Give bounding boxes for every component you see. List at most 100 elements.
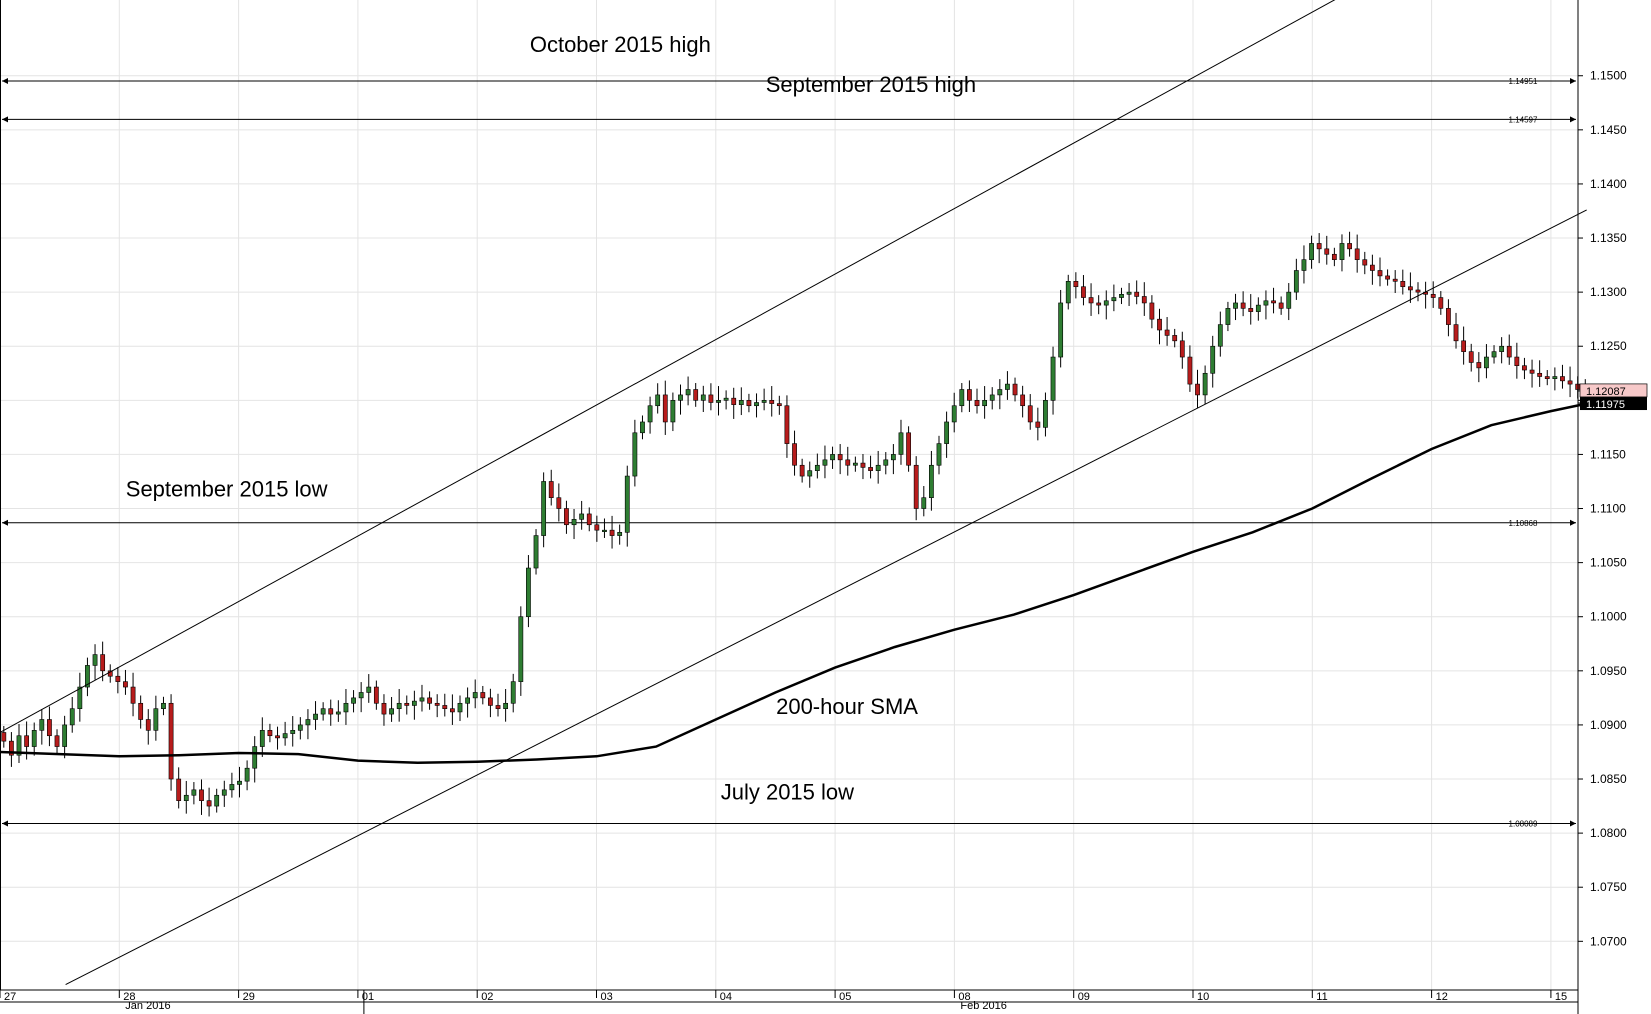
candle [1005, 371, 1010, 400]
candle [1073, 272, 1079, 299]
candle-body [1446, 308, 1451, 325]
candle [1210, 335, 1216, 388]
level-tag: 1.10868 [1509, 519, 1538, 528]
candle-body [1385, 275, 1390, 280]
candle-body [1126, 291, 1132, 295]
candle-body [411, 700, 417, 706]
x-tick-label: 09 [1078, 991, 1090, 1003]
candle-body [784, 405, 790, 444]
candle-body [579, 513, 585, 520]
candle [655, 383, 661, 414]
level-arrow-right [1570, 519, 1576, 526]
candle [373, 680, 379, 710]
candle [69, 697, 75, 733]
candle [381, 694, 387, 726]
candle [830, 446, 835, 469]
candle-body [1354, 248, 1360, 260]
candle-body [503, 702, 509, 709]
x-tick-label: 05 [839, 991, 851, 1003]
candle [792, 430, 797, 476]
sma-price-label: 1.11975 [1586, 399, 1625, 411]
level-arrow-left [2, 78, 8, 85]
candle [1240, 291, 1246, 317]
candle [1293, 258, 1299, 300]
candle-body [1369, 264, 1375, 271]
candle [997, 379, 1003, 410]
candle [31, 722, 37, 756]
candle [1096, 295, 1102, 315]
candle [275, 726, 280, 750]
y-tick-label: 1.1000 [1590, 610, 1627, 624]
candle-body [465, 697, 470, 704]
candle [107, 664, 113, 683]
candle [875, 450, 881, 484]
candle [898, 419, 904, 465]
candle [1225, 301, 1231, 332]
candle-body [510, 681, 516, 704]
y-tick-label: 1.0900 [1590, 718, 1627, 732]
candle-body [1453, 324, 1459, 342]
y-tick-label: 1.1250 [1590, 339, 1627, 353]
candle-body [1271, 300, 1276, 304]
candle [868, 455, 873, 479]
candle-body [989, 394, 995, 401]
candle-body [906, 432, 911, 466]
candle-body [290, 730, 296, 734]
candle-body [883, 459, 889, 466]
candle [807, 461, 813, 488]
candle [62, 715, 68, 759]
candle-body [1309, 243, 1314, 260]
candle-body [335, 711, 341, 715]
candle-body [1408, 286, 1413, 291]
level-arrow-left [2, 116, 8, 123]
candle-body [1415, 289, 1421, 293]
candle-body [837, 454, 843, 461]
candle-body [830, 454, 835, 461]
candle-body [1225, 308, 1231, 325]
candle [1506, 334, 1512, 365]
candle-body [1324, 248, 1330, 255]
candle [320, 702, 326, 721]
candle [609, 515, 615, 549]
candle [845, 446, 851, 476]
candle [1324, 235, 1330, 265]
candle-body [1096, 302, 1102, 306]
candle-body [183, 794, 189, 801]
candle [541, 472, 547, 548]
candle [351, 690, 356, 713]
candle-body [951, 405, 957, 423]
candle-body [617, 532, 623, 536]
x-tick-label: 11 [1316, 991, 1327, 1003]
x-tick-label: 08 [958, 991, 970, 1003]
candle [1271, 287, 1276, 314]
candle-body [898, 432, 904, 455]
candle-body [1544, 376, 1550, 379]
candle-body [716, 400, 721, 403]
candle-body [1301, 259, 1307, 271]
candle [1065, 274, 1071, 310]
candle-body [997, 389, 1003, 396]
candle [617, 524, 623, 545]
candle-body [85, 665, 90, 688]
candle-body [655, 394, 661, 407]
candle [1035, 407, 1041, 441]
candle-body [700, 394, 706, 401]
candle-body [1103, 300, 1109, 306]
candle [442, 693, 448, 717]
candle-body [564, 508, 569, 526]
candle-body [571, 519, 577, 526]
candle-body [92, 654, 98, 666]
candle-body [1035, 421, 1041, 428]
candle-body [1134, 291, 1140, 297]
candle-body [685, 389, 691, 396]
candle [1195, 369, 1200, 408]
candle [1081, 275, 1086, 306]
candle [77, 672, 83, 722]
candle [1020, 385, 1026, 418]
candle-body [860, 462, 866, 468]
x-tick-label: 01 [362, 991, 374, 1003]
candle [54, 729, 60, 754]
candle [1217, 311, 1223, 357]
candle [685, 376, 691, 406]
candle-body [662, 394, 668, 423]
